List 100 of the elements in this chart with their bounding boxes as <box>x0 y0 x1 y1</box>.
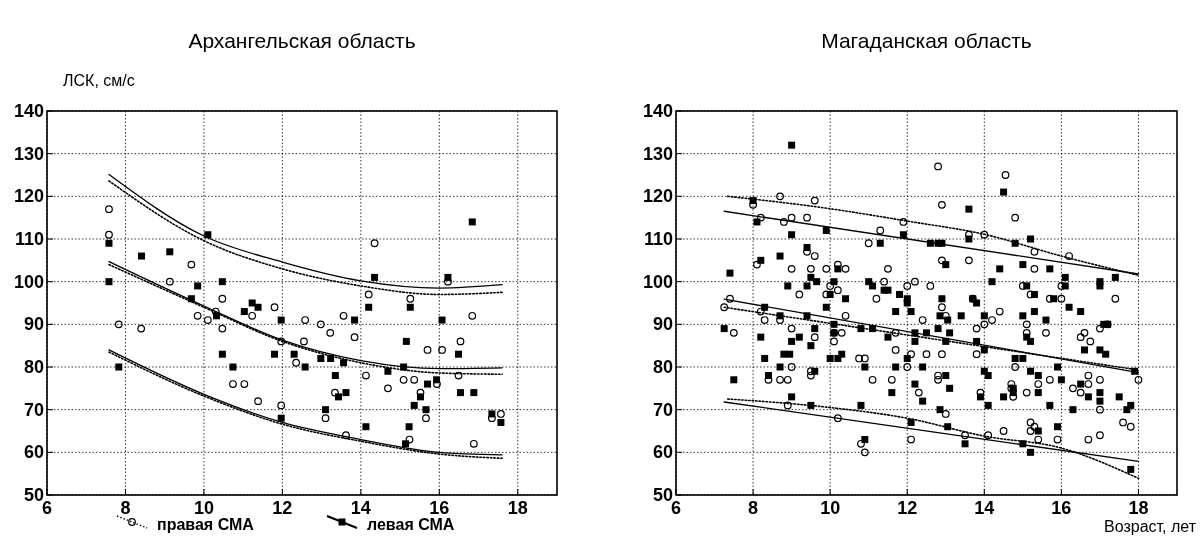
x-tick-label: 14 <box>350 498 371 518</box>
point <box>456 337 465 346</box>
point <box>290 350 298 358</box>
point <box>248 299 256 307</box>
point <box>487 414 496 423</box>
point <box>340 359 348 367</box>
point <box>400 363 408 371</box>
point <box>399 375 408 384</box>
x-tick-label: 12 <box>897 498 918 518</box>
point <box>277 337 286 346</box>
point <box>105 205 113 214</box>
point <box>405 423 413 431</box>
point <box>422 406 430 414</box>
point <box>165 277 174 286</box>
point <box>105 230 113 239</box>
y-axis-title: ЛСК, см/с <box>63 72 135 89</box>
point <box>331 388 339 397</box>
y-tick-label: 70 <box>652 399 673 420</box>
point <box>423 346 432 354</box>
x-tick-label: 10 <box>193 498 214 518</box>
y-tick-label: 70 <box>23 399 44 420</box>
point <box>166 248 174 256</box>
y-tick-label: 80 <box>23 357 44 377</box>
chart-title: Магаданская область <box>821 29 1032 52</box>
point <box>218 324 227 333</box>
y-tick-label: 60 <box>652 442 673 463</box>
point <box>362 423 370 431</box>
point <box>105 239 113 247</box>
point <box>277 414 285 422</box>
point <box>229 363 237 371</box>
y-tick-label: 110 <box>14 229 44 249</box>
point <box>455 350 463 358</box>
y-tick-label: 50 <box>652 485 673 505</box>
point <box>248 311 257 320</box>
point <box>137 324 146 333</box>
point <box>187 295 195 303</box>
point <box>342 431 350 440</box>
point <box>240 380 249 388</box>
point <box>194 282 202 290</box>
point <box>410 401 418 409</box>
y-tick-label: 120 <box>13 186 44 207</box>
y-tick-label: 120 <box>642 186 673 207</box>
point <box>454 371 463 380</box>
point <box>362 371 370 380</box>
point <box>438 346 446 354</box>
point <box>438 316 446 324</box>
point <box>469 439 478 448</box>
x-tick-label: 16 <box>1051 498 1072 518</box>
x-tick-label: 18 <box>1128 498 1149 518</box>
point <box>292 358 301 367</box>
point <box>342 389 350 397</box>
x-tick-label: 16 <box>429 498 450 518</box>
point <box>406 294 415 303</box>
point <box>433 380 441 388</box>
point <box>468 311 477 320</box>
point <box>410 375 419 384</box>
y-tick-label: 90 <box>23 314 44 335</box>
y-tick-label: 110 <box>643 229 673 249</box>
point <box>456 389 464 397</box>
point <box>384 384 392 393</box>
point <box>254 397 262 406</box>
legend-label: левая СМА <box>367 516 455 533</box>
y-tick-label: 100 <box>13 271 44 292</box>
point <box>371 273 379 281</box>
point <box>497 418 505 426</box>
point <box>271 350 279 358</box>
point <box>114 320 123 329</box>
point <box>402 440 410 448</box>
point <box>218 350 226 358</box>
point <box>316 320 325 329</box>
point <box>240 308 248 316</box>
point <box>322 406 330 414</box>
point <box>384 367 392 375</box>
point <box>350 333 359 342</box>
y-tick-label: 60 <box>23 442 44 463</box>
x-tick-label: 8 <box>120 498 131 518</box>
y-tick-label: 140 <box>642 101 673 121</box>
point <box>270 303 279 312</box>
x-tick-label: 10 <box>820 498 841 518</box>
point <box>138 252 146 260</box>
point <box>229 380 237 388</box>
point <box>187 260 196 269</box>
point <box>326 328 335 337</box>
y-tick-label: 130 <box>13 143 44 164</box>
point <box>301 363 309 371</box>
chart-title: Архангельская область <box>188 29 416 52</box>
point <box>193 311 202 320</box>
y-tick-label: 80 <box>652 357 673 377</box>
point <box>327 354 335 362</box>
x-tick-label: 14 <box>974 498 995 518</box>
point <box>321 414 330 423</box>
x-tick-label: 18 <box>507 498 528 518</box>
x-tick-label: 8 <box>748 498 759 518</box>
point <box>218 294 227 303</box>
point <box>277 401 286 410</box>
point <box>331 372 339 380</box>
point <box>470 389 478 397</box>
point <box>422 414 430 423</box>
point <box>424 380 432 388</box>
legend-label: правая СМА <box>157 516 255 533</box>
